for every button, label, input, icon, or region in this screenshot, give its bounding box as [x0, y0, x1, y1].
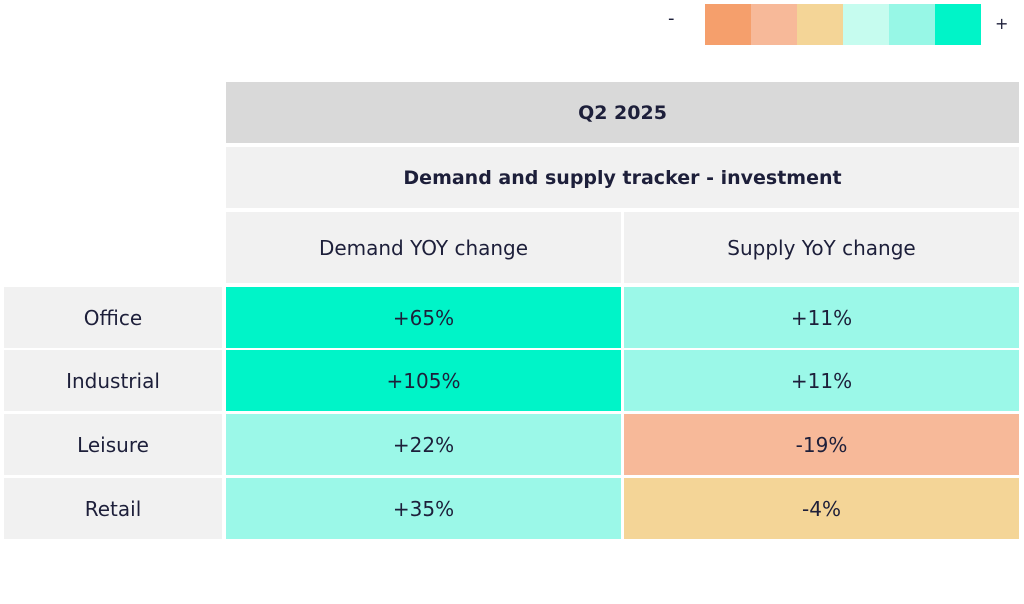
row-label-leisure: Leisure — [4, 414, 222, 475]
legend-swatch-6 — [935, 4, 981, 45]
column-header-supply: Supply YoY change — [624, 212, 1019, 283]
legend-swatch-2 — [751, 4, 797, 45]
row-label-office: Office — [4, 287, 222, 348]
table-subtitle: Demand and supply tracker - investment — [226, 147, 1019, 208]
row-label-industrial: Industrial — [4, 350, 222, 411]
legend-swatch-5 — [889, 4, 935, 45]
cell-industrial-demand: +105% — [226, 350, 621, 411]
cell-office-supply: +11% — [624, 287, 1019, 348]
cell-leisure-supply: -19% — [624, 414, 1019, 475]
legend-swatch-4 — [843, 4, 889, 45]
cell-retail-demand: +35% — [226, 478, 621, 539]
legend-plus-label: + — [995, 14, 1009, 33]
legend-swatch-1 — [705, 4, 751, 45]
cell-office-demand: +65% — [226, 287, 621, 348]
row-label-retail: Retail — [4, 478, 222, 539]
legend-swatches — [705, 4, 981, 45]
legend-swatch-3 — [797, 4, 843, 45]
cell-leisure-demand: +22% — [226, 414, 621, 475]
table-title: Q2 2025 — [226, 82, 1019, 143]
column-header-demand: Demand YOY change — [226, 212, 621, 283]
legend-minus-label: - — [668, 8, 675, 29]
cell-industrial-supply: +11% — [624, 350, 1019, 411]
cell-retail-supply: -4% — [624, 478, 1019, 539]
